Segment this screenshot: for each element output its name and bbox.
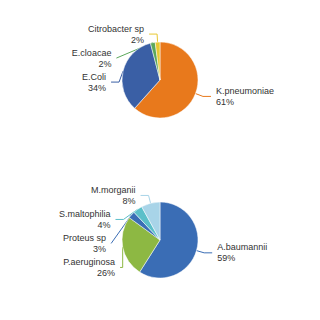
svg-text:E.cloacae: E.cloacae: [72, 48, 112, 58]
svg-text:2%: 2%: [98, 59, 111, 69]
svg-text:61%: 61%: [216, 97, 234, 107]
svg-text:3%: 3%: [93, 244, 106, 254]
svg-text:P.aeruginosa: P.aeruginosa: [63, 257, 115, 267]
svg-text:26%: 26%: [97, 268, 115, 278]
svg-text:2%: 2%: [131, 35, 144, 45]
svg-text:8%: 8%: [123, 196, 136, 206]
svg-text:34%: 34%: [88, 83, 106, 93]
svg-text:4%: 4%: [97, 220, 110, 230]
svg-text:Citrobacter sp: Citrobacter sp: [88, 24, 144, 34]
svg-text:E.Coli: E.Coli: [82, 72, 106, 82]
svg-text:S.maltophilia: S.maltophilia: [59, 209, 111, 219]
svg-text:59%: 59%: [217, 253, 235, 263]
svg-text:M.morganii: M.morganii: [91, 185, 136, 195]
svg-text:A.baumannii: A.baumannii: [217, 242, 267, 252]
svg-text:K.pneumoniae: K.pneumoniae: [216, 86, 274, 96]
svg-text:Proteus sp: Proteus sp: [63, 233, 106, 243]
